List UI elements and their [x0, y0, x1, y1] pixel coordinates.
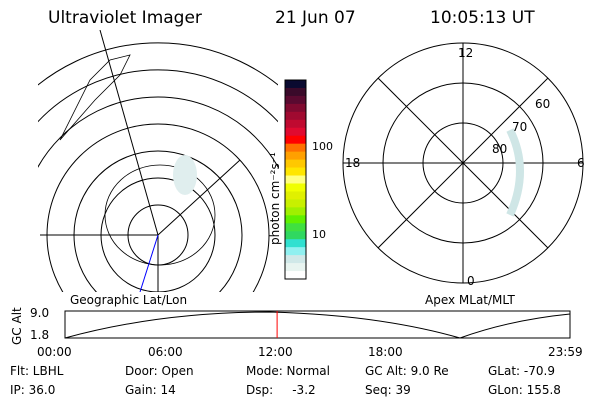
- antarctica-coastline: [104, 164, 216, 266]
- colorbar-segment: [285, 199, 306, 208]
- colorbar-tick-100: 100: [312, 140, 333, 153]
- colorbar-segment: [285, 255, 306, 264]
- xtick-1800: 18:00: [368, 345, 403, 359]
- xtick-0000: 00:00: [37, 345, 72, 359]
- mlt-18-label: 18: [345, 156, 361, 170]
- mlat-70-label: 70: [512, 120, 528, 134]
- seq: Seq: 39: [365, 383, 411, 397]
- colorbar-segment: [285, 223, 306, 232]
- colorbar-segment: [285, 239, 306, 248]
- colorbar-segment: [285, 127, 306, 137]
- gc-alt: GC Alt: 9.0 Re: [365, 364, 449, 378]
- colorbar: [285, 80, 306, 280]
- dsp: Dsp: -3.2: [246, 383, 316, 397]
- colorbar-segment: [285, 247, 306, 256]
- filter: Flt: LBHL: [10, 364, 64, 378]
- door: Door: Open: [125, 364, 194, 378]
- colorbar-segment: [285, 175, 306, 184]
- mlt-0-label: 0: [467, 274, 475, 288]
- left-plot-label: Geographic Lat/Lon: [70, 293, 188, 307]
- new-zealand-coastline: [59, 54, 131, 141]
- colorbar-segment: [285, 159, 306, 169]
- geographic-map: [38, 30, 278, 292]
- colorbar-label: photon cm⁻²s⁻¹: [268, 152, 282, 245]
- right-plot-label: Apex MLat/MLT: [425, 293, 515, 307]
- colorbar-segment: [285, 119, 306, 129]
- glat: GLat: -70.9: [488, 364, 555, 378]
- time: 10:05:13 UT: [430, 8, 535, 28]
- xtick-0600: 06:00: [148, 345, 183, 359]
- ip: IP: 36.0: [10, 383, 56, 397]
- colorbar-segment: [285, 135, 306, 145]
- auroral-oval: [506, 128, 524, 217]
- mlat-60-label: 60: [535, 97, 551, 111]
- colorbar-tick-10: 10: [312, 228, 326, 241]
- colorbar-segment: [285, 87, 306, 97]
- altplot-ylabel: GC Alt: [10, 307, 24, 345]
- colorbar-segment: [285, 263, 306, 272]
- colorbar-segment: [285, 231, 306, 240]
- ytick-9: 9.0: [30, 306, 50, 320]
- mlt-6-label: 6: [577, 156, 585, 170]
- colorbar-segment: [285, 80, 306, 89]
- colorbar-segment: [285, 151, 306, 161]
- colorbar-segment: [285, 95, 306, 105]
- instrument-title: Ultraviolet Imager: [48, 8, 202, 28]
- colorbar-segment: [285, 167, 306, 177]
- colorbar-segment: [285, 271, 306, 280]
- mlat-80-label: 80: [492, 142, 508, 156]
- xtick-2359: 23:59: [548, 345, 583, 359]
- colorbar-segment: [285, 207, 306, 216]
- gain: Gain: 14: [125, 383, 176, 397]
- magnetic-polar-plot: [342, 42, 584, 284]
- colorbar-segment: [285, 215, 306, 224]
- glon: GLon: 155.8: [488, 383, 561, 397]
- colorbar-segment: [285, 103, 306, 113]
- colorbar-segment: [285, 183, 306, 192]
- ytick-1.8: 1.8: [30, 328, 50, 342]
- colorbar-segment: [285, 191, 306, 200]
- xtick-1200: 12:00: [258, 345, 293, 359]
- colorbar-segment: [285, 143, 306, 153]
- mode: Mode: Normal: [246, 364, 330, 378]
- aurora: [173, 155, 197, 195]
- date: 21 Jun 07: [275, 8, 356, 28]
- mlt-12-label: 12: [458, 46, 474, 60]
- colorbar-segment: [285, 111, 306, 121]
- altitude-plot: [64, 310, 571, 339]
